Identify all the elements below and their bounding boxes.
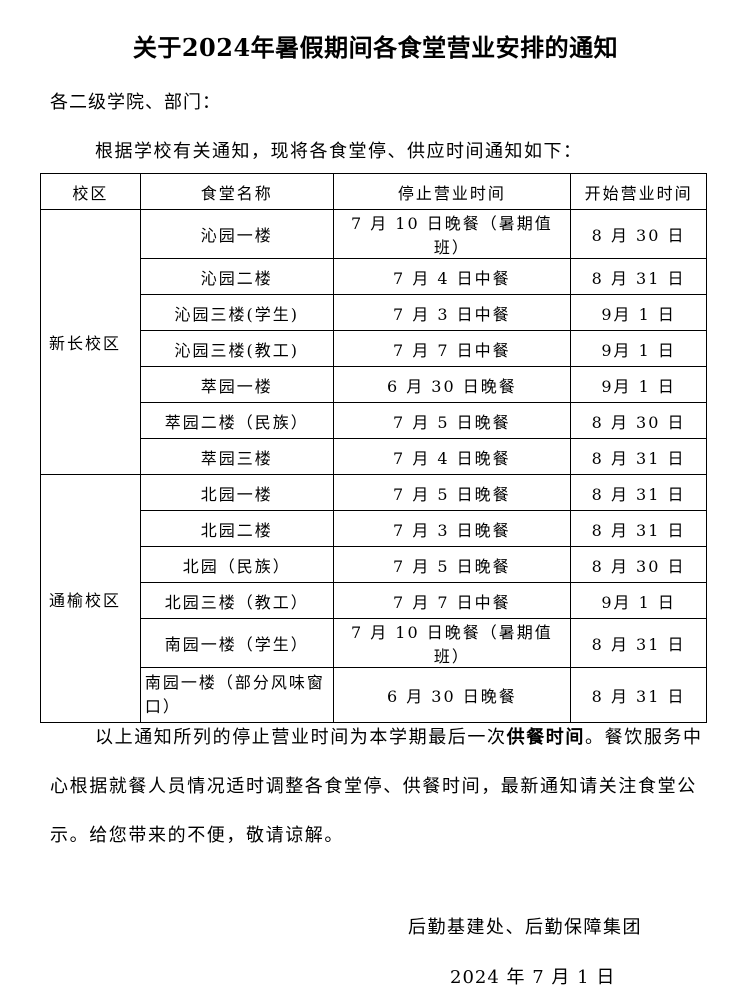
table-row: 北园（民族） 7 月 5 日晚餐 8 月 30 日 [41, 546, 707, 583]
stop-time-cell: 7 月 5 日晚餐 [332, 402, 572, 439]
column-header: 停止营业时间 [332, 173, 572, 210]
campus-cell: 通榆校区 [40, 474, 141, 723]
table-row: 沁园二楼 7 月 4 日中餐 8 月 31 日 [41, 258, 707, 295]
start-time-cell: 9月 1 日 [570, 582, 707, 619]
column-header: 食堂名称 [139, 173, 334, 210]
canteen-name-cell: 沁园三楼(学生) [139, 294, 334, 331]
canteen-name-cell: 南园一楼（部分风味窗口） [139, 667, 334, 723]
table-header-row: 校区 食堂名称 停止营业时间 开始营业时间 [40, 173, 707, 210]
canteen-name-cell: 北园二楼 [139, 510, 334, 547]
table-row: 通榆校区 北园一楼 7 月 5 日晚餐 8 月 31 日 [40, 474, 707, 723]
stop-time-cell: 7 月 10 日晚餐（暑期值班） [332, 618, 572, 668]
start-time-cell: 9月 1 日 [570, 330, 707, 367]
start-time-cell: 8 月 30 日 [570, 546, 707, 583]
canteen-name-cell: 北园三楼（教工） [139, 582, 334, 619]
start-time-cell: 8 月 31 日 [570, 438, 707, 475]
intro-text: 根据学校有关通知，现将各食堂停、供应时间通知如下： [95, 141, 583, 162]
stop-time-cell: 7 月 7 日中餐 [332, 582, 572, 619]
page-title: 关于2024年暑假期间各食堂营业安排的通知 [132, 33, 619, 62]
stop-time-cell: 7 月 4 日晚餐 [332, 438, 572, 475]
stop-time-cell: 7 月 5 日晚餐 [332, 546, 572, 583]
table-row: 萃园一楼 6 月 30 日晚餐 9月 1 日 [41, 366, 707, 403]
table-row: 南园一楼（学生） 7 月 10 日晚餐（暑期值班） 8 月 31 日 [41, 618, 707, 668]
table-row: 新长校区 沁园一楼 7 月 10 日晚餐（暑期值班） 8 月 30 日 [40, 209, 707, 475]
table-row: 北园二楼 7 月 3 日晚餐 8 月 31 日 [41, 510, 707, 547]
canteen-name-cell: 沁园二楼 [139, 258, 334, 295]
start-time-cell: 8 月 31 日 [570, 510, 707, 547]
table-row: 萃园三楼 7 月 4 日晚餐 8 月 31 日 [41, 438, 707, 475]
table-row: 沁园三楼(教工) 7 月 7 日中餐 9月 1 日 [41, 330, 707, 367]
column-header: 校区 [40, 173, 141, 210]
table-row: 南园一楼（部分风味窗口） 6 月 30 日晚餐 8 月 31 日 [41, 667, 707, 723]
stop-time-cell: 7 月 10 日晚餐（暑期值班） [332, 209, 572, 259]
date: 2024 年 7 月 1 日 [450, 967, 616, 988]
canteen-name-cell: 萃园二楼（民族） [139, 402, 334, 439]
column-header: 开始营业时间 [570, 173, 707, 210]
canteen-name-cell: 沁园三楼(教工) [139, 330, 334, 367]
start-time-cell: 8 月 30 日 [570, 209, 707, 259]
table-row: 沁园三楼(学生) 7 月 3 日中餐 9月 1 日 [41, 294, 707, 331]
signature: 后勤基建处、后勤保障集团 [408, 917, 642, 938]
canteen-name-cell: 北园（民族） [139, 546, 334, 583]
start-time-cell: 9月 1 日 [570, 366, 707, 403]
stop-time-cell: 7 月 3 日晚餐 [332, 510, 572, 547]
canteen-name-cell: 萃园一楼 [139, 366, 334, 403]
notice-body: 以上通知所列的停止营业时间为本学期最后一次供餐时间。餐饮服务中心根据就餐人员情况… [50, 713, 718, 860]
stop-time-cell: 7 月 5 日晚餐 [332, 474, 572, 511]
canteen-name-cell: 南园一楼（学生） [139, 618, 334, 668]
body-text-1: 以上通知所列的停止营业时间为本学期最后一次 [95, 727, 507, 748]
table-row: 北园三楼（教工） 7 月 7 日中餐 9月 1 日 [41, 582, 707, 619]
start-time-cell: 8 月 31 日 [570, 474, 707, 511]
start-time-cell: 8 月 31 日 [570, 258, 707, 295]
table-row: 萃园二楼（民族） 7 月 5 日晚餐 8 月 30 日 [41, 402, 707, 439]
stop-time-cell: 6 月 30 日晚餐 [332, 366, 572, 403]
stop-time-cell: 7 月 4 日中餐 [332, 258, 572, 295]
canteen-name-cell: 沁园一楼 [139, 209, 334, 259]
body-text-2: 。餐饮服务中心根据就餐人员情况适时调整各食堂停、供餐时间，最新通知请关注食堂公示… [50, 727, 703, 846]
canteen-name-cell: 萃园三楼 [139, 438, 334, 475]
stop-time-cell: 7 月 7 日中餐 [332, 330, 572, 367]
canteen-name-cell: 北园一楼 [139, 474, 334, 511]
body-bold-text: 供餐时间 [506, 727, 586, 748]
start-time-cell: 8 月 31 日 [570, 667, 707, 723]
canteen-schedule-table: 校区 食堂名称 停止营业时间 开始营业时间 新长校区 沁园一楼 7 月 10 日晚餐（暑期… [40, 173, 707, 723]
campus-cell: 新长校区 [40, 209, 141, 475]
salutation: 各二级学院、部门： [50, 92, 221, 113]
stop-time-cell: 6 月 30 日晚餐 [332, 667, 572, 723]
start-time-cell: 8 月 30 日 [570, 402, 707, 439]
stop-time-cell: 7 月 3 日中餐 [332, 294, 572, 331]
start-time-cell: 8 月 31 日 [570, 618, 707, 668]
start-time-cell: 9月 1 日 [570, 294, 707, 331]
